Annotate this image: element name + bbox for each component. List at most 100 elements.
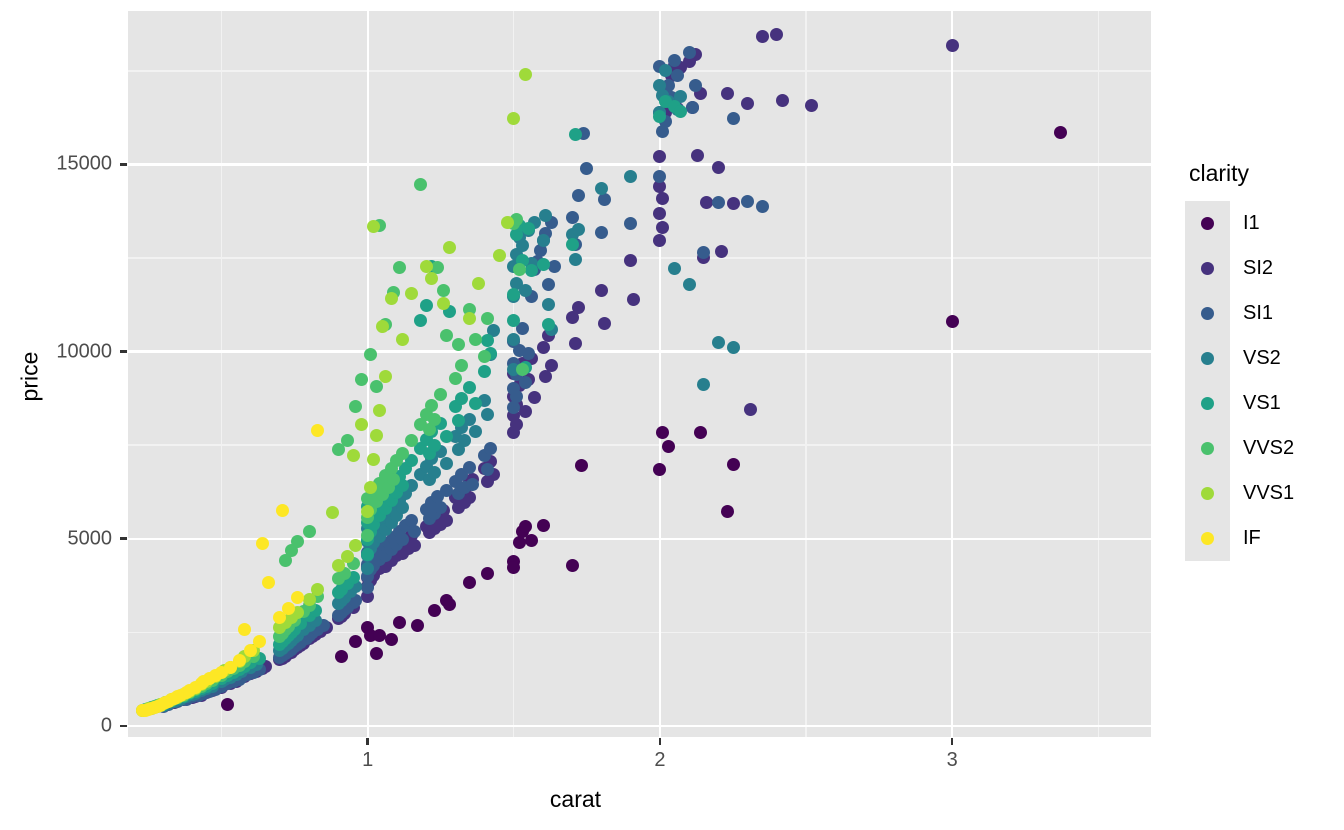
data-point — [539, 209, 553, 223]
legend-item-label: VS2 — [1243, 347, 1281, 369]
data-point — [656, 125, 670, 139]
data-point — [726, 196, 740, 210]
gridline-minor-horizontal — [128, 257, 1151, 259]
data-point — [419, 259, 433, 273]
data-point — [220, 698, 234, 712]
data-point — [340, 550, 354, 564]
gridline-major-horizontal — [128, 537, 1151, 540]
data-point — [367, 452, 381, 466]
data-point — [440, 484, 454, 498]
data-point — [448, 371, 462, 385]
data-point — [393, 615, 407, 629]
legend-item-si2[interactable]: SI2 — [1185, 246, 1335, 291]
legend-key-swatch — [1185, 336, 1230, 381]
data-point — [437, 284, 451, 298]
data-point — [361, 548, 375, 562]
data-point — [682, 278, 696, 292]
data-point — [425, 398, 439, 412]
data-point — [291, 535, 305, 549]
data-point — [367, 220, 381, 234]
legend-item-if[interactable]: IF — [1185, 516, 1335, 561]
data-point — [673, 89, 687, 103]
data-point — [691, 149, 705, 163]
data-point — [311, 424, 325, 438]
data-point — [481, 567, 494, 581]
data-point — [711, 196, 725, 210]
data-point — [662, 78, 676, 92]
legend-item-label: VVS2 — [1243, 437, 1295, 459]
data-point — [741, 194, 755, 208]
data-point — [355, 373, 369, 387]
data-point — [624, 169, 638, 183]
data-point — [744, 403, 758, 417]
data-point — [443, 598, 456, 612]
data-point — [361, 561, 375, 575]
data-point — [507, 288, 521, 302]
data-point — [481, 334, 494, 348]
data-point — [720, 505, 734, 519]
data-point — [507, 560, 521, 574]
data-point — [396, 501, 410, 515]
legend-key-swatch — [1185, 291, 1230, 336]
data-point — [524, 534, 538, 548]
legend-item-vs1[interactable]: VS1 — [1185, 381, 1335, 426]
data-point — [668, 261, 682, 275]
data-point — [431, 261, 445, 275]
data-point — [697, 245, 711, 259]
legend-item-i1[interactable]: I1 — [1185, 201, 1335, 246]
data-point — [568, 337, 582, 351]
data-point — [428, 465, 442, 479]
legend: clarity I1 SI2 SI1 VS2 VS1 VVS2 VVS1 IF — [1185, 160, 1335, 561]
data-point — [182, 683, 196, 697]
data-point — [396, 333, 410, 347]
data-point — [653, 109, 667, 123]
data-point — [428, 604, 442, 618]
data-point — [481, 407, 494, 421]
data-point — [481, 312, 494, 326]
data-point — [542, 318, 556, 332]
data-point — [440, 514, 454, 528]
legend-dot-icon — [1201, 532, 1214, 545]
data-point — [805, 99, 819, 113]
data-point — [714, 244, 728, 258]
data-point — [451, 337, 465, 351]
legend-item-vvs1[interactable]: VVS1 — [1185, 471, 1335, 516]
data-point — [407, 538, 421, 552]
gridline-minor-vertical — [805, 11, 807, 737]
legend-item-label: IF — [1243, 527, 1261, 549]
x-tick-mark — [658, 738, 662, 745]
legend-item-vs2[interactable]: VS2 — [1185, 336, 1335, 381]
data-point — [627, 293, 641, 307]
data-point — [364, 348, 378, 362]
data-point — [440, 456, 454, 470]
legend-item-vvs2[interactable]: VVS2 — [1185, 426, 1335, 471]
data-point — [440, 430, 454, 444]
data-point — [565, 238, 579, 252]
data-point — [755, 29, 769, 43]
data-point — [232, 654, 246, 668]
data-point — [533, 244, 547, 258]
data-point — [340, 434, 354, 448]
data-point — [331, 559, 345, 573]
data-point — [565, 311, 579, 325]
data-point — [516, 238, 530, 252]
data-point — [501, 215, 515, 229]
gridline-major-horizontal — [128, 163, 1151, 166]
data-point — [536, 519, 550, 533]
data-point — [513, 535, 527, 549]
data-point — [372, 628, 386, 642]
data-point — [454, 358, 468, 372]
data-point — [659, 63, 673, 77]
data-point — [419, 298, 433, 312]
data-point — [372, 404, 386, 418]
x-tick-label: 2 — [654, 749, 666, 771]
data-point — [428, 413, 442, 427]
data-point — [326, 505, 340, 519]
data-point — [519, 404, 532, 418]
data-point — [244, 643, 258, 657]
data-point — [291, 591, 305, 605]
data-point — [507, 332, 521, 346]
data-point — [349, 400, 363, 414]
data-point — [472, 276, 486, 290]
legend-item-si1[interactable]: SI1 — [1185, 291, 1335, 336]
